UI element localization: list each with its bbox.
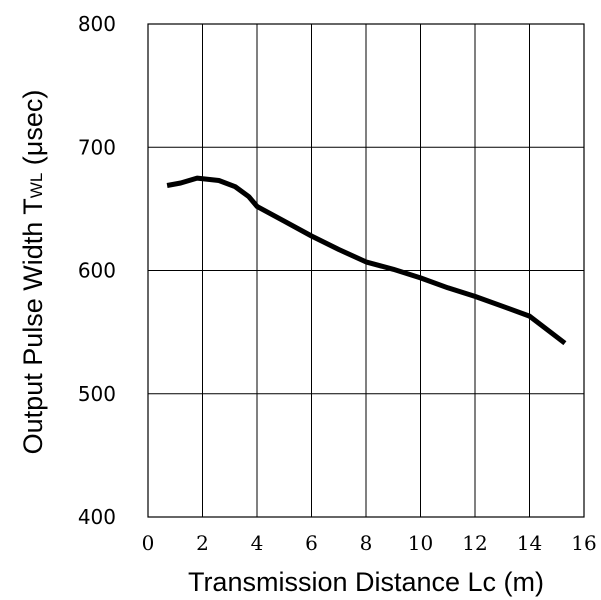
x-axis-title: Transmission Distance Lc (m) <box>188 567 544 597</box>
x-tick-label: 12 <box>462 531 487 555</box>
x-tick-label: 8 <box>360 531 373 555</box>
x-tick-label: 6 <box>305 531 318 555</box>
x-tick-label: 4 <box>251 531 264 555</box>
y-axis-title-main: Output Pulse Width T <box>18 198 48 454</box>
x-tick-label: 14 <box>517 531 542 555</box>
x-tick-label: 0 <box>142 531 155 555</box>
y-tick-label: 700 <box>78 135 116 159</box>
grid <box>148 24 584 517</box>
x-tick-labels: 0 2 4 6 8 10 12 14 16 <box>142 531 597 555</box>
plot-frame <box>147 23 585 518</box>
y-tick-labels: 400 500 600 700 800 <box>78 12 116 529</box>
series-line <box>166 175 567 346</box>
x-tick-label: 16 <box>571 531 596 555</box>
y-axis-title-subscript: WL <box>27 173 46 199</box>
x-tick-label: 10 <box>408 531 433 555</box>
y-tick-label: 800 <box>78 12 116 36</box>
y-axis-title: Output Pulse Width TWL (μsec) <box>18 90 48 455</box>
y-axis-title-unit: (μsec) <box>18 90 48 173</box>
y-tick-label: 500 <box>78 382 116 406</box>
y-tick-label: 400 <box>78 505 116 529</box>
x-tick-label: 2 <box>196 531 209 555</box>
series-layer <box>166 175 567 346</box>
y-tick-label: 600 <box>78 259 116 283</box>
